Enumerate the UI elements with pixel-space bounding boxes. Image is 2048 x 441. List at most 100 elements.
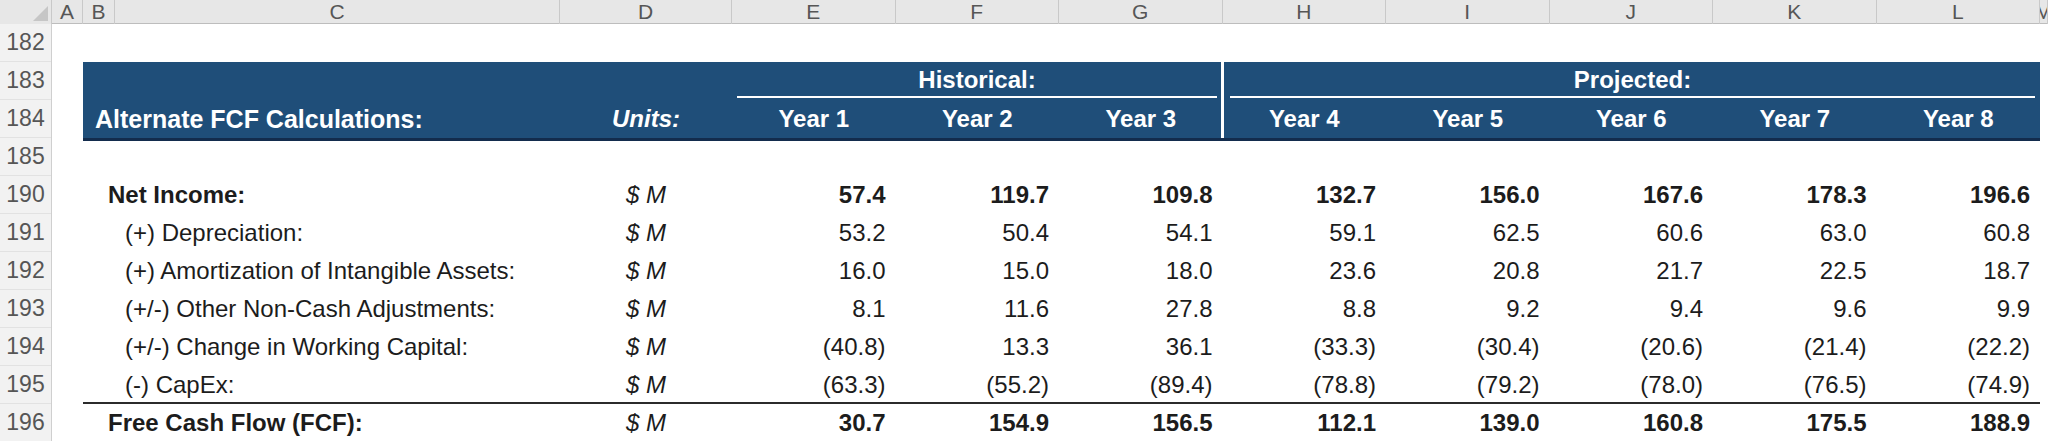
value-cell-year-6[interactable]: 21.7 [1550,252,1714,290]
year-4-header[interactable]: Year 4 [1223,100,1387,138]
value-cell-year-4[interactable]: 59.1 [1223,214,1387,252]
value-cell-year-2[interactable]: 119.7 [896,176,1060,214]
year-1-header[interactable]: Year 1 [732,100,896,138]
value-cell-year-2[interactable]: 11.6 [896,290,1060,328]
value-cell-year-8[interactable]: 196.6 [1877,176,2041,214]
column-header-f[interactable]: F [896,0,1060,24]
year-8-header[interactable]: Year 8 [1877,100,2041,138]
value-cell-year-3[interactable]: 18.0 [1059,252,1223,290]
select-all-corner[interactable] [0,0,52,24]
value-cell-year-7[interactable]: 63.0 [1713,214,1877,252]
year-7-header[interactable]: Year 7 [1713,100,1877,138]
value-cell-year-2[interactable]: 50.4 [896,214,1060,252]
value-cell-year-2[interactable]: 13.3 [896,328,1060,366]
column-header-k[interactable]: K [1713,0,1877,24]
value-cell-year-2[interactable]: 15.0 [896,252,1060,290]
value-cell-year-4[interactable]: 23.6 [1223,252,1387,290]
row-label-cell[interactable]: (+/-) Other Non-Cash Adjustments: [83,290,560,328]
row-label-cell[interactable]: Net Income: [83,176,560,214]
value-cell-year-8[interactable]: 60.8 [1877,214,2041,252]
row-label-cell[interactable]: (+) Amortization of Intangible Assets: [83,252,560,290]
value-cell-year-1[interactable]: 30.7 [732,404,896,441]
value-cell-year-7[interactable]: 9.6 [1713,290,1877,328]
value-cell-year-3[interactable]: 156.5 [1059,404,1223,441]
value-cell-year-7[interactable]: 178.3 [1713,176,1877,214]
value-cell-year-6[interactable]: (78.0) [1550,366,1714,404]
value-cell-year-7[interactable]: 22.5 [1713,252,1877,290]
row-label-cell[interactable]: (-) CapEx: [83,366,560,404]
projected-section-header[interactable]: Projected: [1225,62,2040,98]
value-cell-year-4[interactable]: (33.3) [1223,328,1387,366]
row-header-182[interactable]: 182 [0,24,51,62]
value-cell-year-4[interactable]: (78.8) [1223,366,1387,404]
value-cell-year-7[interactable]: (21.4) [1713,328,1877,366]
row-label-cell[interactable]: (+) Depreciation: [83,214,560,252]
value-cell-year-8[interactable]: (22.2) [1877,328,2041,366]
value-cell-year-5[interactable]: (79.2) [1386,366,1550,404]
row-header-185[interactable]: 185 [0,138,51,176]
units-cell[interactable]: $ M [560,328,732,366]
column-header-b[interactable]: B [83,0,115,24]
row-label-cell[interactable]: (+/-) Change in Working Capital: [83,328,560,366]
value-cell-year-3[interactable]: (89.4) [1059,366,1223,404]
year-3-header[interactable]: Year 3 [1059,100,1223,138]
column-header-j[interactable]: J [1550,0,1714,24]
value-cell-year-2[interactable]: 154.9 [896,404,1060,441]
value-cell-year-6[interactable]: 9.4 [1550,290,1714,328]
value-cell-year-3[interactable]: 54.1 [1059,214,1223,252]
value-cell-year-5[interactable]: 9.2 [1386,290,1550,328]
row-header-183[interactable]: 183 [0,62,51,100]
column-header-h[interactable]: H [1223,0,1387,24]
year-2-header[interactable]: Year 2 [896,100,1060,138]
column-header-d[interactable]: D [560,0,732,24]
value-cell-year-8[interactable]: 9.9 [1877,290,2041,328]
row-header-184[interactable]: 184 [0,100,51,138]
value-cell-year-6[interactable]: 167.6 [1550,176,1714,214]
value-cell-year-5[interactable]: 20.8 [1386,252,1550,290]
value-cell-year-3[interactable]: 36.1 [1059,328,1223,366]
value-cell-year-8[interactable]: 18.7 [1877,252,2041,290]
year-6-header[interactable]: Year 6 [1550,100,1714,138]
value-cell-year-7[interactable]: 175.5 [1713,404,1877,441]
value-cell-year-4[interactable]: 132.7 [1223,176,1387,214]
value-cell-year-4[interactable]: 112.1 [1223,404,1387,441]
value-cell-year-5[interactable]: 62.5 [1386,214,1550,252]
column-header-e[interactable]: E [732,0,896,24]
column-header-m[interactable]: M [2040,0,2048,24]
units-cell[interactable]: $ M [560,366,732,404]
column-header-i[interactable]: I [1386,0,1550,24]
value-cell-year-5[interactable]: 156.0 [1386,176,1550,214]
column-header-c[interactable]: C [115,0,560,24]
value-cell-year-1[interactable]: 8.1 [732,290,896,328]
value-cell-year-3[interactable]: 109.8 [1059,176,1223,214]
value-cell-year-6[interactable]: (20.6) [1550,328,1714,366]
value-cell-year-3[interactable]: 27.8 [1059,290,1223,328]
value-cell-year-1[interactable]: 57.4 [732,176,896,214]
year-5-header[interactable]: Year 5 [1386,100,1550,138]
column-header-a[interactable]: A [52,0,83,24]
value-cell-year-7[interactable]: (76.5) [1713,366,1877,404]
value-cell-year-6[interactable]: 60.6 [1550,214,1714,252]
units-cell[interactable]: $ M [560,252,732,290]
value-cell-year-8[interactable]: (74.9) [1877,366,2041,404]
historical-section-header[interactable]: Historical: [732,62,1222,98]
units-column-header[interactable]: Units: [560,100,732,138]
value-cell-year-5[interactable]: (30.4) [1386,328,1550,366]
value-cell-year-1[interactable]: 53.2 [732,214,896,252]
row-label-cell[interactable]: Free Cash Flow (FCF): [83,404,560,441]
units-cell[interactable]: $ M [560,176,732,214]
value-cell-year-8[interactable]: 188.9 [1877,404,2041,441]
column-header-l[interactable]: L [1877,0,2041,24]
value-cell-year-4[interactable]: 8.8 [1223,290,1387,328]
value-cell-year-1[interactable]: (40.8) [732,328,896,366]
value-cell-year-1[interactable]: (63.3) [732,366,896,404]
value-cell-year-6[interactable]: 160.8 [1550,404,1714,441]
column-header-g[interactable]: G [1059,0,1223,24]
units-cell[interactable]: $ M [560,214,732,252]
value-cell-year-2[interactable]: (55.2) [896,366,1060,404]
value-cell-year-5[interactable]: 139.0 [1386,404,1550,441]
table-title[interactable]: Alternate FCF Calculations: [95,100,423,138]
units-cell[interactable]: $ M [560,290,732,328]
units-cell[interactable]: $ M [560,404,732,441]
value-cell-year-1[interactable]: 16.0 [732,252,896,290]
